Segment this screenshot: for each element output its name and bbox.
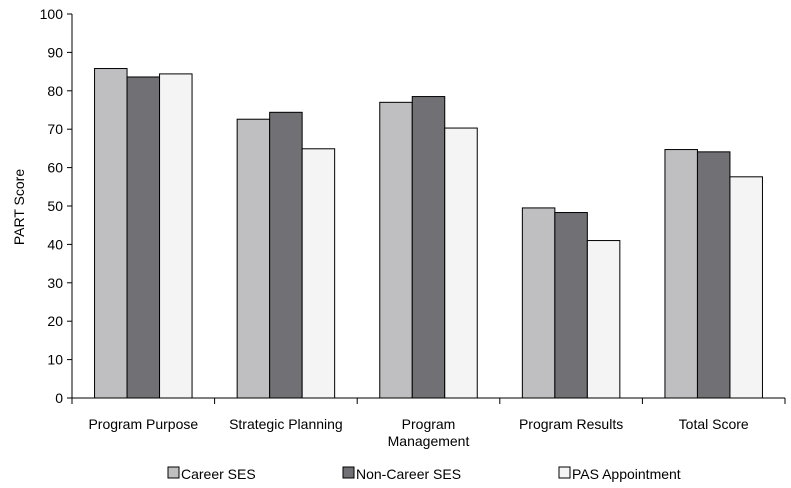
x-tick-label: Program Results [519, 416, 623, 432]
x-tick-label: Total Score [679, 416, 749, 432]
bar-career-ses-4 [664, 149, 698, 399]
y-tick-label: 70 [47, 121, 63, 137]
bar-non-career-ses-2 [411, 96, 446, 399]
legend-label: Non-Career SES [356, 466, 461, 482]
x-tick-label: Strategic Planning [229, 416, 343, 432]
legend-item: Non-Career SES [342, 466, 461, 482]
legend: Career SES Non-Career SES PAS Appointment [167, 466, 681, 482]
bar-pas-appointment-3 [586, 240, 621, 399]
x-tick-label-line: Program Results [519, 416, 623, 432]
x-tick-label-line: Total Score [679, 416, 749, 432]
y-axis-title: PART Score [11, 169, 27, 245]
y-tick-label: 40 [47, 236, 63, 252]
bar-pas-appointment-4 [729, 176, 763, 399]
x-tick-label: Program Purpose [88, 416, 198, 432]
y-tick-label: 50 [47, 198, 63, 214]
legend-item: Career SES [167, 466, 256, 482]
bars [94, 68, 763, 399]
x-tick-label-line: Program [402, 416, 456, 432]
x-tick-label-line: Management [388, 433, 470, 449]
x-tick-label-line: Strategic Planning [229, 416, 343, 432]
bar-non-career-ses-4 [696, 151, 731, 399]
bar-career-ses-3 [521, 207, 556, 399]
y-tick-label: 10 [47, 352, 63, 368]
bar-non-career-ses-0 [126, 76, 161, 399]
legend-item: PAS Appointment [558, 466, 681, 482]
bar-non-career-ses-1 [269, 111, 303, 399]
y-tick-label: 100 [40, 6, 64, 22]
y-tick-label: 20 [47, 313, 63, 329]
x-tick-label-line: Program Purpose [88, 416, 198, 432]
y-tick-label: 80 [47, 83, 63, 99]
bar-non-career-ses-3 [554, 212, 588, 399]
y-tick-label: 90 [47, 44, 63, 60]
legend-swatch [558, 466, 571, 479]
legend-label: PAS Appointment [572, 466, 681, 482]
bar-pas-appointment-2 [444, 127, 478, 399]
x-tick-label: Program Management [388, 416, 470, 449]
y-tick-label: 30 [47, 275, 63, 291]
bar-pas-appointment-1 [301, 148, 336, 399]
legend-label: Career SES [181, 466, 256, 482]
y-tick-label: 60 [47, 160, 63, 176]
bar-career-ses-1 [236, 118, 271, 399]
bar-pas-appointment-0 [159, 73, 193, 399]
bar-career-ses-0 [94, 68, 128, 399]
y-tick-label: 0 [55, 390, 63, 406]
bar-career-ses-2 [379, 101, 413, 399]
y-axis: 0 10 20 30 40 50 60 70 80 90 100 [40, 6, 73, 406]
legend-swatch [167, 466, 180, 479]
x-axis: Program Purpose Strategic Planning Program… [71, 397, 786, 449]
legend-swatch [342, 466, 355, 479]
